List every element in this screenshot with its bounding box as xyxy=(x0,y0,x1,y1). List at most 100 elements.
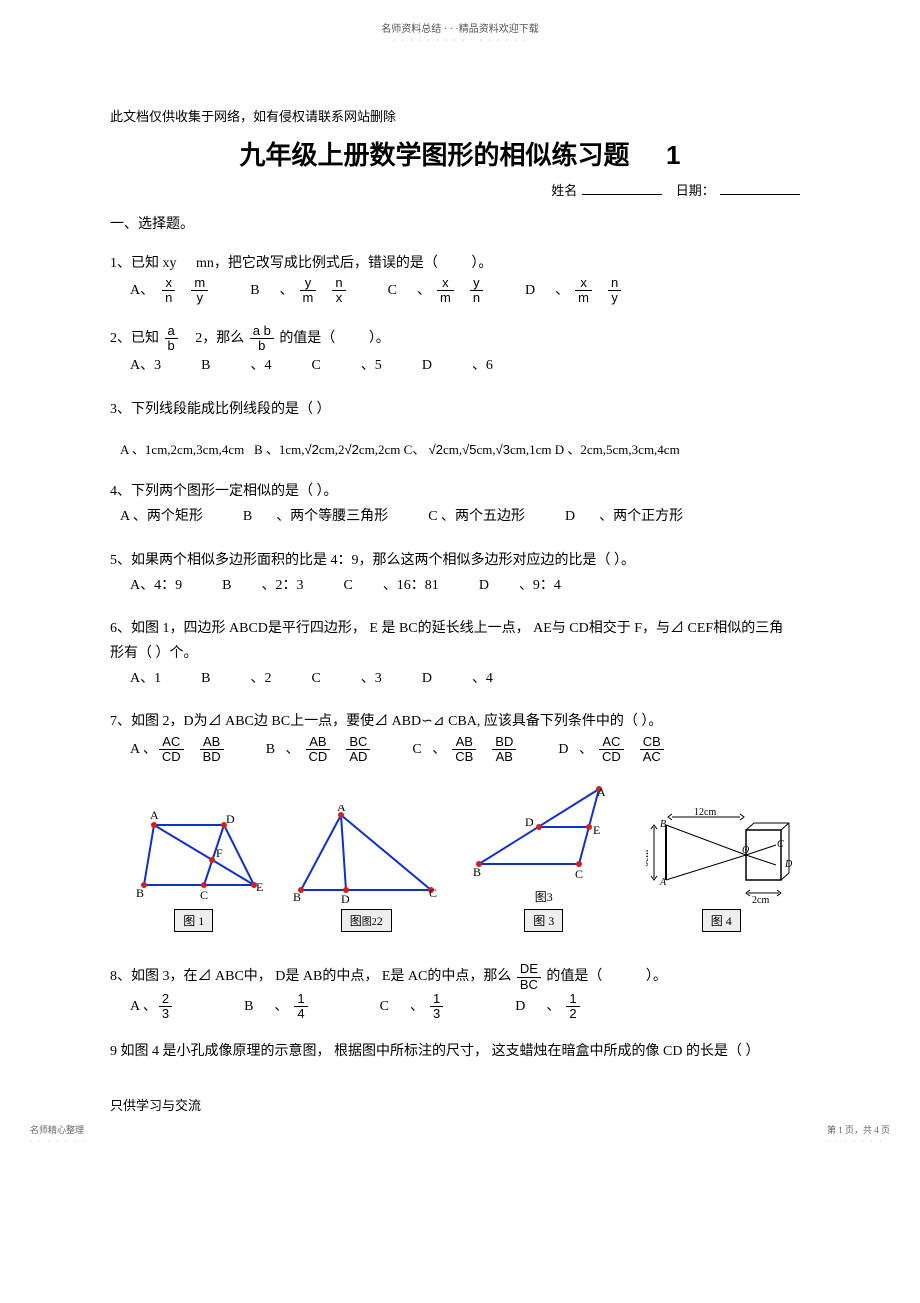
q8-stem-c: ）。 xyxy=(646,969,667,984)
bottom-left: 名师精心整理 · · · · · · · xyxy=(30,1123,87,1146)
svg-text:D: D xyxy=(341,892,350,905)
question-2: 2、已知 ab 2，那么 a bb 的值是（ ）。 A、3 B、4 C、5 D、… xyxy=(110,324,810,379)
q2-stem-a: 2、已知 xyxy=(110,331,159,346)
page-title: 九年级上册数学图形的相似练习题 1 xyxy=(110,135,810,172)
svg-text:A: A xyxy=(597,785,606,799)
svg-text:O: O xyxy=(742,845,749,856)
title-number: 1 xyxy=(666,140,680,170)
date-blank xyxy=(720,181,800,195)
name-label: 姓名 xyxy=(551,183,577,198)
frac: a bb xyxy=(250,324,274,354)
q1-stem-a: 1、已知 xy xyxy=(110,256,177,271)
frac: xm xyxy=(437,276,454,306)
frac: ab xyxy=(165,324,178,354)
question-9: 9 如图 4 是小孔成像原理的示意图， 根据图中所标注的尺寸， 这支蜡烛在暗盒中… xyxy=(110,1039,810,1064)
figure-2: A B D C 图图22 xyxy=(291,805,441,932)
svg-text:E: E xyxy=(593,823,600,837)
question-7: 7、如图 2，D为⊿ ABC边 BC上一点，要使⊿ ABD∽⊿ CBA, 应该具… xyxy=(110,709,810,764)
q1-option-D: D 、 xm ny xyxy=(525,276,623,306)
q8-option-A: A 、 23 xyxy=(130,992,174,1022)
q7-option-D: D 、 ACCD CBAC xyxy=(558,735,665,765)
q7-option-B: B 、 ABCD BCAD xyxy=(266,735,373,765)
question-1: 1、已知 xy mn，把它改写成比例式后，错误的是（ ）。 A、 xn my B… xyxy=(110,251,810,306)
figure-3: A B C D E 图3 图 3 xyxy=(469,784,619,932)
q2-eq: 2，那么 xyxy=(195,331,244,346)
name-date-row: 姓名 日期： xyxy=(110,180,810,199)
frac: my xyxy=(191,276,208,306)
svg-text:F: F xyxy=(216,846,223,860)
section-heading: 一、选择题。 xyxy=(110,213,810,233)
q8-option-C: C 、 13 xyxy=(380,992,446,1022)
svg-text:A: A xyxy=(337,805,346,814)
footer-note: 只供学习与交流 xyxy=(110,1095,810,1114)
q8-option-B: B 、 14 xyxy=(244,992,310,1022)
figure-4-svg: 12cm 6cm 2cm B A O C D xyxy=(646,805,796,905)
question-3: 3、下列线段能成比例线段的是（ ） A 、1cm,2cm,3cm,4cm B 、… xyxy=(110,397,810,462)
figure-3-svg: A B C D E xyxy=(469,784,619,884)
q8-option-D: D 、 12 xyxy=(515,992,581,1022)
q7-option-C: C 、 ABCB BDAB xyxy=(412,735,518,765)
svg-text:E: E xyxy=(256,880,263,894)
q6-options: A、1 B、2 C、3 D、4 xyxy=(130,666,810,691)
q5-options: A、4：9 B、2：3 C、16：81 D、9：4 xyxy=(130,573,810,598)
frac: xm xyxy=(575,276,592,306)
svg-text:2cm: 2cm xyxy=(752,895,769,905)
svg-text:C: C xyxy=(429,886,437,900)
q2-options: A、3 B、4 C、5 D、6 xyxy=(130,353,810,378)
q4-options: A 、两个矩形 B、两个等腰三角形 C 、两个五边形 D、两个正方形 xyxy=(120,504,810,529)
q1-stem-c: ）。 xyxy=(471,256,492,271)
q1-option-C: C 、 xm yn xyxy=(388,276,485,306)
q6-stem2: 形有（ ）个。 xyxy=(110,641,810,666)
date-label: 日期： xyxy=(676,183,715,198)
page: 名师资料总结 · · ·精品资料欢迎下载 · · · · · · · · · ·… xyxy=(0,0,920,1154)
figure-3-small-caption: 图3 xyxy=(469,888,619,905)
name-blank xyxy=(582,181,662,195)
frac: xn xyxy=(162,276,175,306)
q2-option-C: C、5 xyxy=(311,353,381,378)
svg-text:D: D xyxy=(525,815,534,829)
figure-1: A D B C E F 图 1 xyxy=(124,805,264,932)
question-4: 4、下列两个图形一定相似的是（ ）。 A 、两个矩形 B、两个等腰三角形 C 、… xyxy=(110,479,810,529)
q2-option-B: B、4 xyxy=(201,353,271,378)
top-header-text: 名师资料总结 · · ·精品资料欢迎下载 xyxy=(381,24,539,35)
svg-text:A: A xyxy=(150,808,159,822)
top-header-dots: · · · · · · · · · · · · · · · · xyxy=(393,36,528,45)
svg-text:C: C xyxy=(777,839,784,850)
q4-stem: 4、下列两个图形一定相似的是（ ）。 xyxy=(110,479,810,504)
q7-option-A: A 、 ACCD ABBD xyxy=(130,735,226,765)
svg-text:A: A xyxy=(659,877,667,888)
frac: yn xyxy=(470,276,483,306)
svg-text:D: D xyxy=(226,812,235,826)
svg-text:12cm: 12cm xyxy=(694,807,716,818)
figure-2-caption: 图图22 xyxy=(341,909,392,932)
figure-2-svg: A B D C xyxy=(291,805,441,905)
figure-1-caption: 图 1 xyxy=(174,909,213,932)
q7-options: A 、 ACCD ABBD B 、 ABCD BCAD C 、 ABCB BDA… xyxy=(130,735,810,765)
frac: ym xyxy=(300,276,317,306)
frac: ny xyxy=(608,276,621,306)
top-header: 名师资料总结 · · ·精品资料欢迎下载 · · · · · · · · · ·… xyxy=(110,20,810,46)
disclaimer: 此文档仅供收集于网络，如有侵权请联系网站删除 xyxy=(110,106,810,125)
svg-text:D: D xyxy=(784,859,793,870)
q2-option-A: A、3 xyxy=(130,353,161,378)
svg-text:C: C xyxy=(575,867,583,881)
frac: nx xyxy=(332,276,345,306)
question-8: 8、如图 3，在⊿ ABC中， D是 AB的中点， E是 AC的中点，那么 DE… xyxy=(110,962,810,1021)
q8-options: A 、 23 B 、 14 C 、 13 D 、 12 xyxy=(130,992,810,1022)
q2-option-D: D、6 xyxy=(422,353,493,378)
svg-text:C: C xyxy=(200,888,208,902)
q1-option-B: B 、 ym nx xyxy=(250,276,347,306)
q6-stem1: 6、如图 1，四边形 ABCD是平行四边形， E 是 BC的延长线上一点， AE… xyxy=(110,616,810,641)
q3-stem: 3、下列线段能成比例线段的是（ ） xyxy=(110,397,810,422)
figure-3-caption: 图 3 xyxy=(524,909,563,932)
svg-text:6cm: 6cm xyxy=(646,850,651,867)
title-text: 九年级上册数学图形的相似练习题 xyxy=(240,141,630,170)
q8-stem-a: 8、如图 3，在⊿ ABC中， D是 AB的中点， E是 AC的中点，那么 xyxy=(110,969,511,984)
q2-stem-c: ）。 xyxy=(369,331,390,346)
q8-stem-b: 的值是（ xyxy=(546,969,602,984)
bottom-right: 第 1 页，共 4 页 · · · · · · · xyxy=(827,1123,890,1146)
svg-text:B: B xyxy=(660,819,666,830)
q7-stem: 7、如图 2，D为⊿ ABC边 BC上一点，要使⊿ ABD∽⊿ CBA, 应该具… xyxy=(110,709,810,734)
q1-option-A: A、 xn my xyxy=(130,276,210,306)
figures-row: A D B C E F 图 1 A B D C xyxy=(110,784,810,932)
